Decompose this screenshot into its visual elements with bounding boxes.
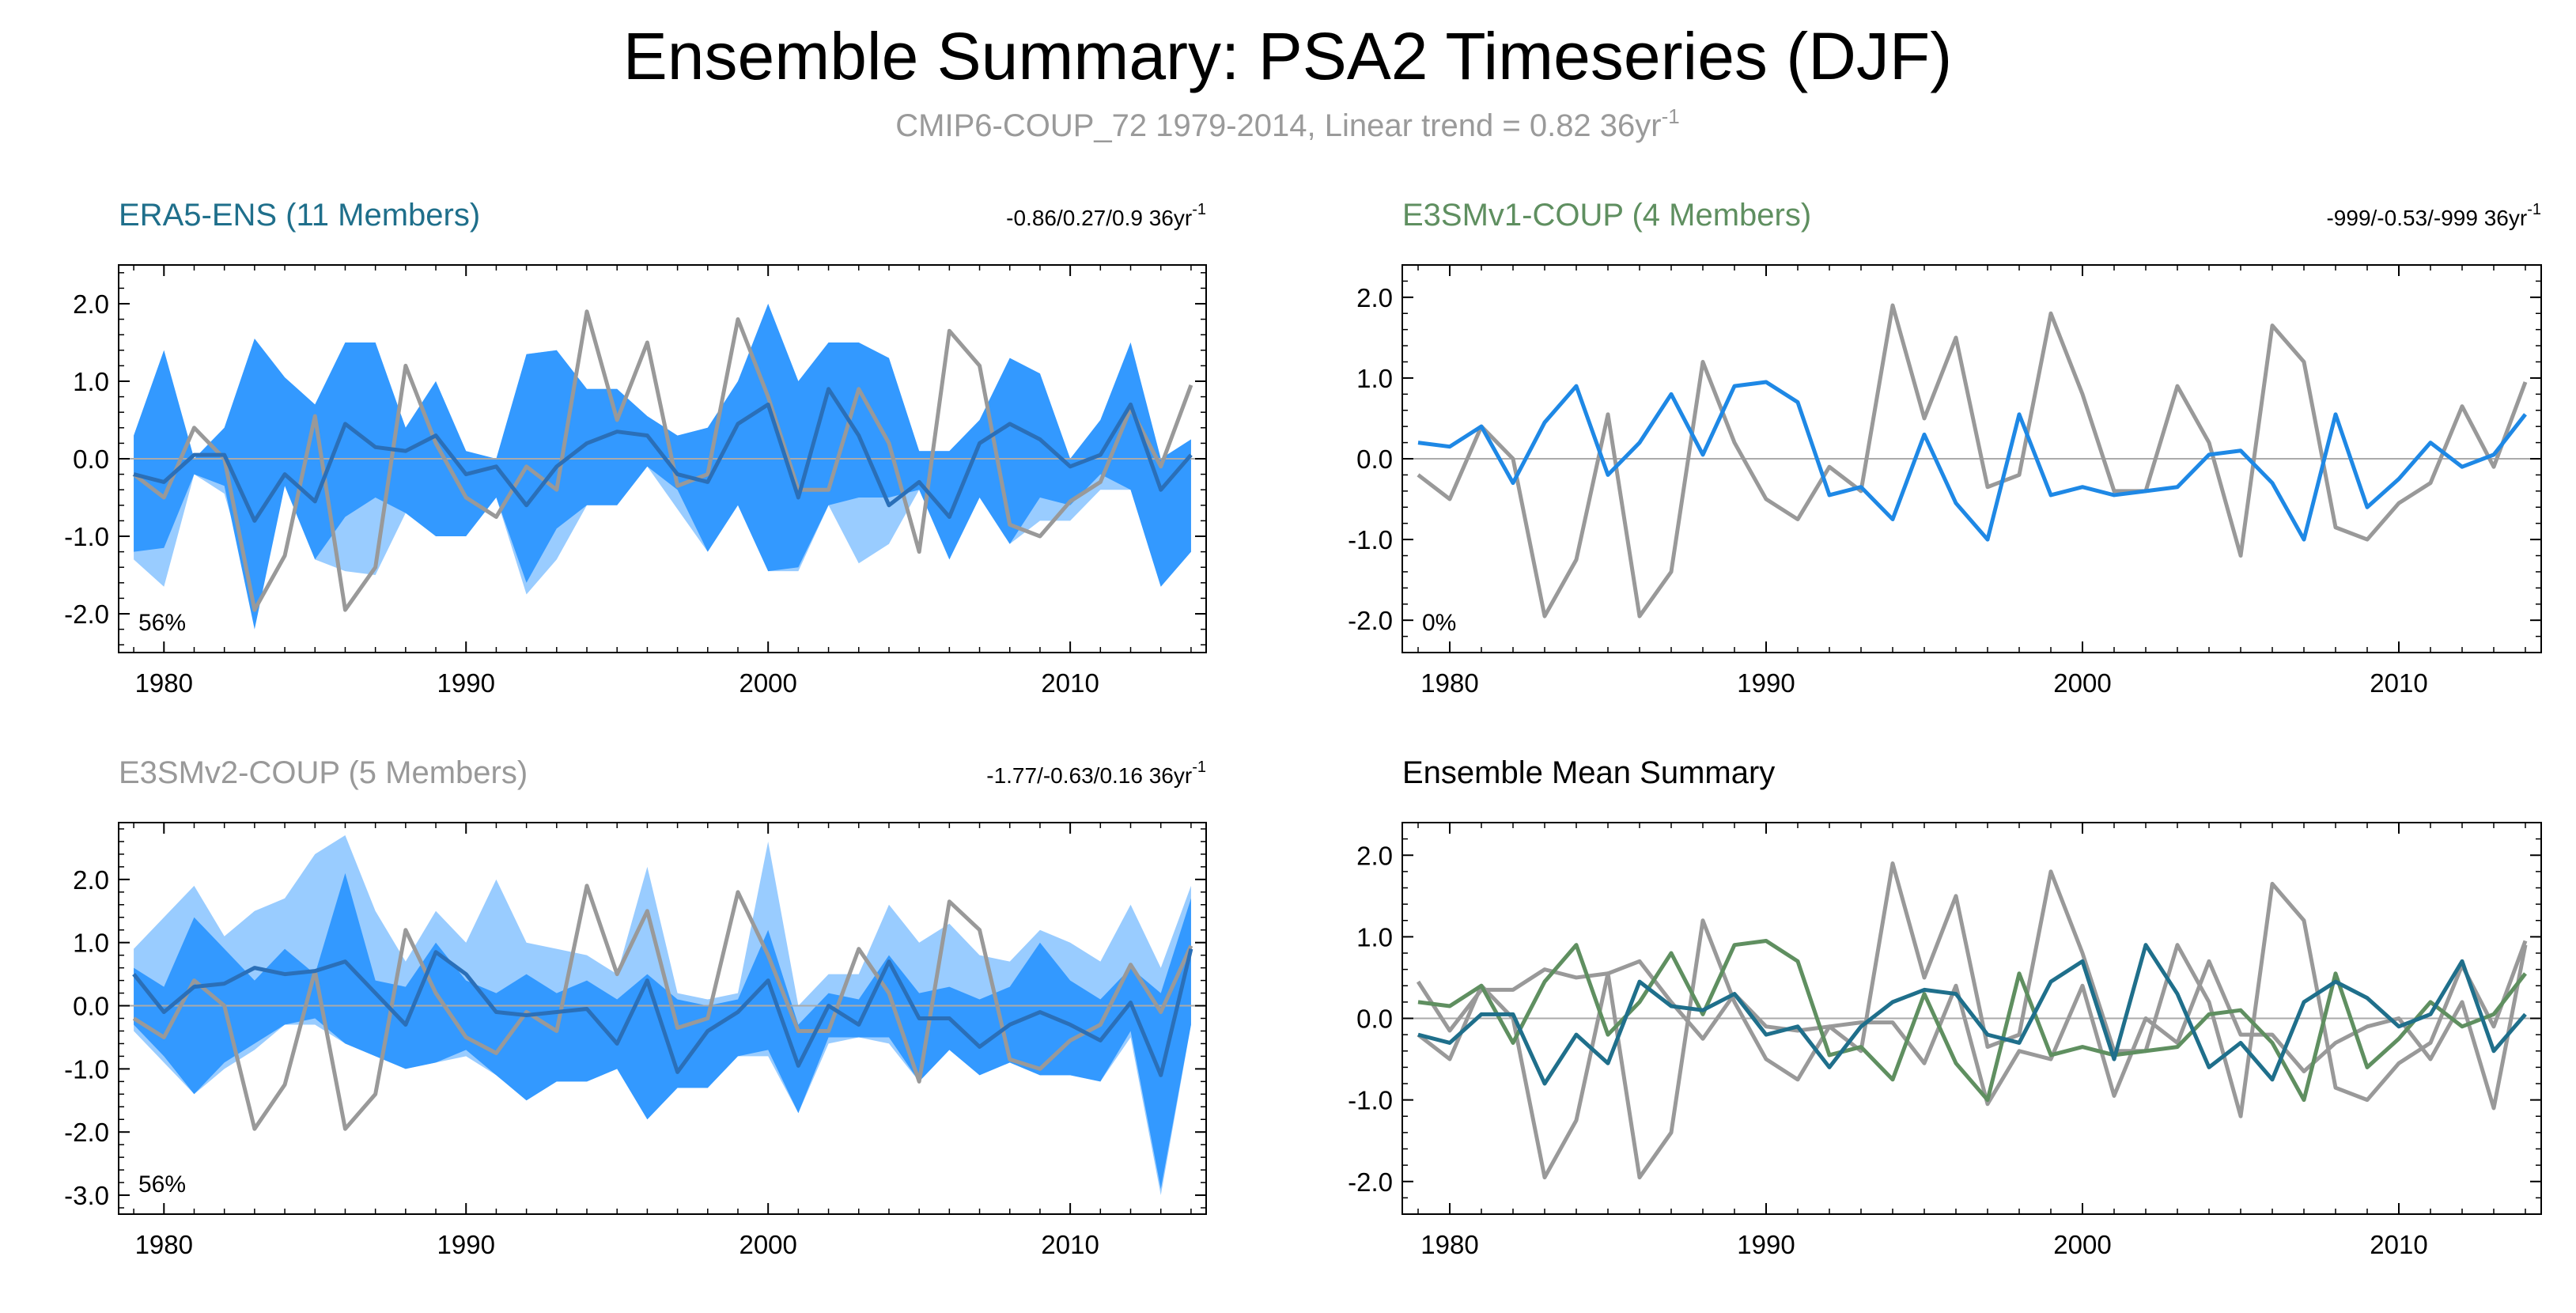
y-tick-label: 2.0	[73, 865, 109, 895]
x-tick-label: 2000	[2053, 1230, 2111, 1259]
panel-title: Ensemble Mean Summary	[1402, 755, 1775, 790]
y-tick-label: -1.0	[1348, 525, 1393, 554]
x-tick-label: 2010	[2370, 1230, 2427, 1259]
panel-summary: Ensemble Mean Summary 2.0 1.0 0.0 -1.0 -2.0 19…	[1348, 755, 2542, 1259]
y-tick-label: 0.0	[73, 445, 109, 474]
y-tick-label: 1.0	[73, 367, 109, 396]
percent-label: 0%	[1422, 610, 1456, 636]
x-tick-label: 2000	[739, 1230, 796, 1259]
y-tick-label: 1.0	[73, 929, 109, 958]
trend-label: -0.86/0.27/0.9 36yr-1	[1006, 201, 1206, 230]
y-tick-label: -2.0	[1348, 606, 1393, 635]
trend-text: -0.86/0.27/0.9 36yr	[1006, 206, 1192, 230]
series-line-0	[1417, 861, 2528, 1180]
y-tick-label: 1.0	[1356, 364, 1393, 393]
panel-e3smv2: E3SMv2-COUP (5 Members) -1.77/-0.63/0.16 …	[64, 755, 1207, 1259]
trend-superscript: -1	[1192, 201, 1206, 218]
obs-line	[1417, 303, 2528, 619]
obs-line	[132, 884, 1193, 1131]
x-tick-label: 1990	[1737, 1230, 1795, 1259]
x-tick-label: 1980	[135, 1230, 193, 1259]
x-tick-label: 2000	[2053, 668, 2111, 698]
x-tick-label: 2010	[1041, 668, 1099, 698]
x-tick-label: 1990	[437, 668, 495, 698]
y-tick-label: 0.0	[73, 992, 109, 1021]
subtitle: CMIP6-COUP_72 1979-2014, Linear trend = …	[895, 104, 1679, 143]
trend-text: -999/-0.53/-999 36yr	[2326, 206, 2527, 230]
panel-e3smv1: E3SMv1-COUP (4 Members) -999/-0.53/-999 3…	[1348, 198, 2542, 698]
y-tick-label: -3.0	[64, 1181, 109, 1210]
y-tick-label: -1.0	[64, 1054, 109, 1084]
subtitle-superscript: -1	[1662, 104, 1680, 128]
y-tick-label: 1.0	[1356, 922, 1393, 952]
obs-line	[132, 309, 1193, 612]
y-tick-label: 2.0	[1356, 841, 1393, 870]
x-tick-label: 2010	[1041, 1230, 1099, 1259]
x-tick-label: 2000	[739, 668, 796, 698]
x-tick-label: 2010	[2370, 668, 2427, 698]
y-tick-label: -2.0	[1348, 1167, 1393, 1197]
panel-title: E3SMv2-COUP (5 Members)	[119, 755, 528, 790]
x-tick-label: 1990	[437, 1230, 495, 1259]
panel-title: E3SMv1-COUP (4 Members)	[1402, 198, 1811, 233]
series-line-3	[1417, 943, 2527, 1086]
trend-label: -1.77/-0.63/0.16 36yr-1	[986, 759, 1206, 788]
trend-superscript: -1	[1192, 759, 1206, 776]
percent-label: 56%	[138, 1171, 186, 1198]
y-tick-label: 2.0	[1356, 283, 1393, 312]
x-tick-label: 1980	[1420, 668, 1478, 698]
y-tick-label: 0.0	[1356, 1005, 1393, 1034]
main-title: Ensemble Summary: PSA2 Timeseries (DJF)	[623, 19, 1952, 93]
subtitle-text: CMIP6-COUP_72 1979-2014, Linear trend = …	[895, 108, 1661, 143]
y-tick-label: 0.0	[1356, 445, 1393, 474]
mean-line	[1417, 380, 2527, 542]
y-tick-label: -1.0	[64, 522, 109, 551]
x-tick-label: 1980	[135, 668, 193, 698]
panel-title: ERA5-ENS (11 Members)	[119, 198, 480, 233]
trend-label: -999/-0.53/-999 36yr-1	[2326, 201, 2541, 230]
series-line-1	[1416, 944, 2528, 1111]
y-tick-label: -1.0	[1348, 1086, 1393, 1115]
series-line-2	[1417, 939, 2527, 1103]
y-tick-label: -2.0	[64, 1118, 109, 1147]
mean-line	[133, 387, 1193, 523]
band-inner	[134, 304, 1191, 630]
panel-era5: ERA5-ENS (11 Members) -0.86/0.27/0.9 36yr…	[64, 198, 1207, 698]
y-tick-label: 2.0	[73, 289, 109, 319]
mean-line	[132, 948, 1193, 1077]
y-tick-label: -2.0	[64, 600, 109, 629]
trend-text: -1.77/-0.63/0.16 36yr	[986, 763, 1192, 788]
trend-superscript: -1	[2527, 201, 2541, 218]
percent-label: 56%	[138, 610, 186, 636]
x-tick-label: 1990	[1737, 668, 1795, 698]
x-tick-label: 1980	[1420, 1230, 1478, 1259]
